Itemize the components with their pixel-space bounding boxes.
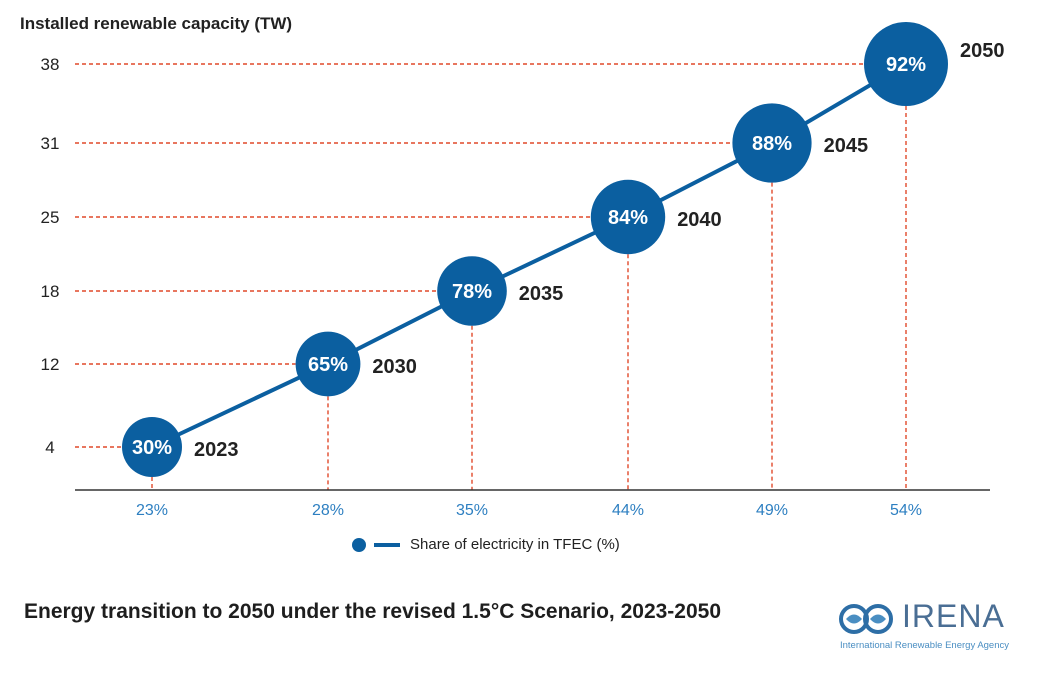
legend-label: Share of electricity in TFEC (%) xyxy=(410,536,620,553)
data-point-marker xyxy=(732,103,812,183)
y-tick-label: 18 xyxy=(41,282,60,301)
markers: 30% 2023 65% 2030 78% 2035 84% 2040 88% 2045 92% 20… xyxy=(122,22,1005,477)
share-label: 78% xyxy=(452,281,492,303)
year-label: 2023 xyxy=(194,439,239,461)
year-label: 2040 xyxy=(677,209,722,231)
x-tick-label: 44% xyxy=(612,502,644,519)
data-point-marker xyxy=(295,331,361,397)
share-label: 92% xyxy=(886,54,926,76)
share-label: 88% xyxy=(752,133,792,155)
y-tick-label: 25 xyxy=(41,208,60,227)
guide-lines xyxy=(75,63,907,490)
x-tick-label: 23% xyxy=(136,502,168,519)
chart-title: Energy transition to 2050 under the revi… xyxy=(24,600,722,623)
share-label: 30% xyxy=(132,437,172,459)
brand: IRENA International Renewable Energy Age… xyxy=(838,598,1028,658)
y-tick-label: 12 xyxy=(41,355,60,374)
data-point-marker xyxy=(437,256,507,326)
x-tick-labels: 23% 28% 35% 44% 49% 54% xyxy=(136,502,922,519)
share-label: 84% xyxy=(608,207,648,229)
irena-logo-icon xyxy=(839,604,893,634)
share-label: 65% xyxy=(308,354,348,376)
brand-subtitle: International Renewable Energy Agency xyxy=(840,640,1010,651)
legend: Share of electricity in TFEC (%) xyxy=(352,536,620,553)
year-label: 2045 xyxy=(824,135,869,157)
year-label: 2050 xyxy=(960,40,1005,62)
x-tick-label: 35% xyxy=(456,502,488,519)
y-tick-labels: 4 12 18 25 31 38 xyxy=(41,55,60,457)
x-tick-label: 28% xyxy=(312,502,344,519)
legend-marker-icon xyxy=(352,537,366,552)
y-axis-label: Installed renewable capacity (TW) xyxy=(20,14,293,33)
data-point-marker xyxy=(122,417,182,477)
y-tick-label: 38 xyxy=(41,55,60,74)
data-point-marker xyxy=(864,22,948,106)
x-tick-label: 54% xyxy=(890,502,922,519)
y-tick-label: 4 xyxy=(45,438,54,457)
y-tick-label: 31 xyxy=(41,134,60,153)
brand-name: IRENA xyxy=(902,598,1005,634)
data-point-marker xyxy=(590,179,666,255)
year-label: 2030 xyxy=(372,356,417,378)
year-label: 2035 xyxy=(519,283,564,305)
legend-line-icon xyxy=(374,542,400,547)
x-tick-label: 49% xyxy=(756,502,788,519)
